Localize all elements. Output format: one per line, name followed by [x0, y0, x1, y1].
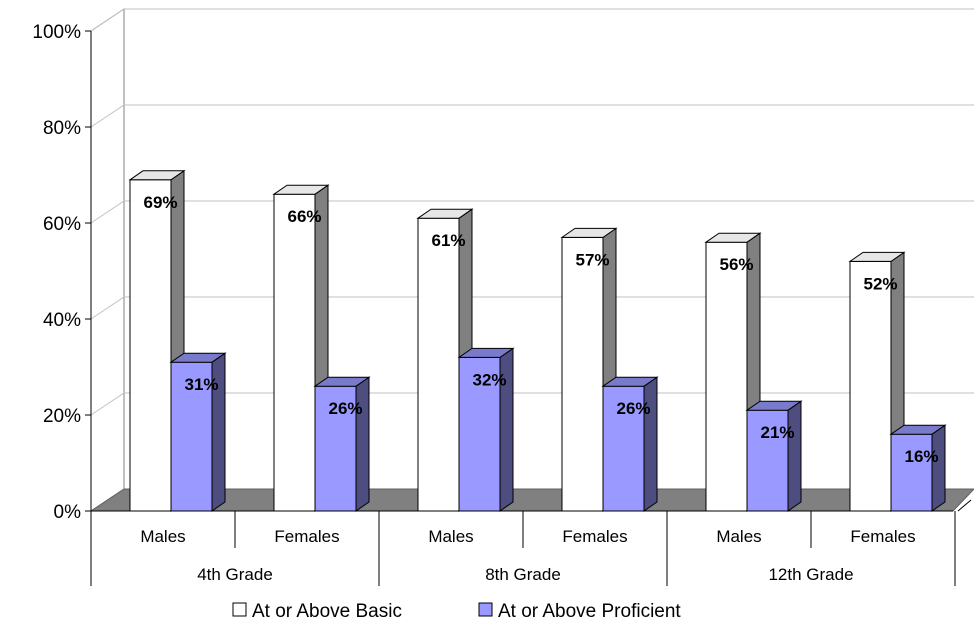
y-tick-label: 100% — [32, 22, 81, 43]
bar-top — [560, 227, 618, 238]
bar-top — [745, 400, 803, 411]
bar-top — [416, 208, 474, 219]
bar-proficient — [889, 424, 947, 512]
category-label: Females — [562, 527, 627, 546]
bar-proficient — [457, 347, 515, 512]
data-label: 69% — [143, 193, 177, 212]
data-label: 57% — [575, 250, 609, 269]
bars — [128, 169, 947, 512]
category-label: Females — [850, 527, 915, 546]
bar-top — [313, 376, 371, 387]
data-label: 16% — [904, 447, 938, 466]
bar-top — [272, 184, 330, 195]
bar-side — [787, 400, 802, 512]
bar-proficient — [601, 376, 659, 512]
bar-front — [273, 193, 316, 512]
category-label: Males — [428, 527, 473, 546]
data-label: 26% — [328, 399, 362, 418]
bar-top — [457, 347, 515, 358]
bar-side — [643, 376, 658, 512]
bar-top — [169, 352, 227, 363]
y-tick-label: 20% — [43, 406, 81, 427]
bar-front — [314, 385, 357, 512]
y-tick-label: 40% — [43, 310, 81, 331]
legend-label: At or Above Proficient — [498, 601, 681, 622]
bar-front — [705, 241, 748, 512]
bar-front — [849, 260, 892, 512]
gridlines — [90, 8, 974, 416]
group-label: 4th Grade — [197, 565, 273, 584]
y-tick-label: 60% — [43, 214, 81, 235]
bar-top — [889, 424, 947, 435]
y-tick-label: 0% — [54, 502, 82, 523]
gridline — [90, 104, 974, 128]
legend-swatch — [478, 602, 493, 617]
legend-label: At or Above Basic — [252, 601, 402, 622]
data-label: 52% — [863, 274, 897, 293]
group-label: 12th Grade — [768, 565, 853, 584]
bar-side — [355, 376, 370, 512]
gridline — [90, 296, 974, 320]
category-label: Males — [140, 527, 185, 546]
legend: At or Above Basic At or Above Proficient — [232, 601, 681, 622]
side-wall — [90, 8, 125, 512]
bar-basic — [848, 251, 906, 512]
data-label: 26% — [616, 399, 650, 418]
data-label: 66% — [287, 207, 321, 226]
bar-top — [848, 251, 906, 262]
bar-front — [890, 433, 933, 512]
bar-proficient — [313, 376, 371, 512]
y-tick-label: 80% — [43, 118, 81, 139]
bar-proficient — [169, 352, 227, 512]
bar-side — [931, 424, 946, 512]
category-label: Females — [274, 527, 339, 546]
axes: 0% 20% 40% 60% 80% 100% — [32, 22, 972, 586]
data-label: 56% — [719, 255, 753, 274]
bar-front — [129, 179, 172, 512]
gridline — [90, 8, 974, 32]
category-label: Males — [716, 527, 761, 546]
bar-front — [602, 385, 645, 512]
bar-front — [746, 409, 789, 512]
legend-swatch — [232, 602, 247, 617]
gridline — [90, 392, 974, 416]
group-label: 8th Grade — [485, 565, 561, 584]
gridline — [90, 200, 974, 224]
data-label: 21% — [760, 423, 794, 442]
bar-top — [128, 170, 186, 181]
bar-front — [561, 236, 604, 512]
axis-end-stub — [957, 499, 972, 512]
bar-front — [417, 217, 460, 512]
data-label: 61% — [431, 231, 465, 250]
data-label: 31% — [184, 375, 218, 394]
bar-proficient — [745, 400, 803, 512]
bar-basic — [272, 184, 330, 512]
bar-top — [601, 376, 659, 387]
data-label: 32% — [472, 370, 506, 389]
bar-top — [704, 232, 762, 243]
